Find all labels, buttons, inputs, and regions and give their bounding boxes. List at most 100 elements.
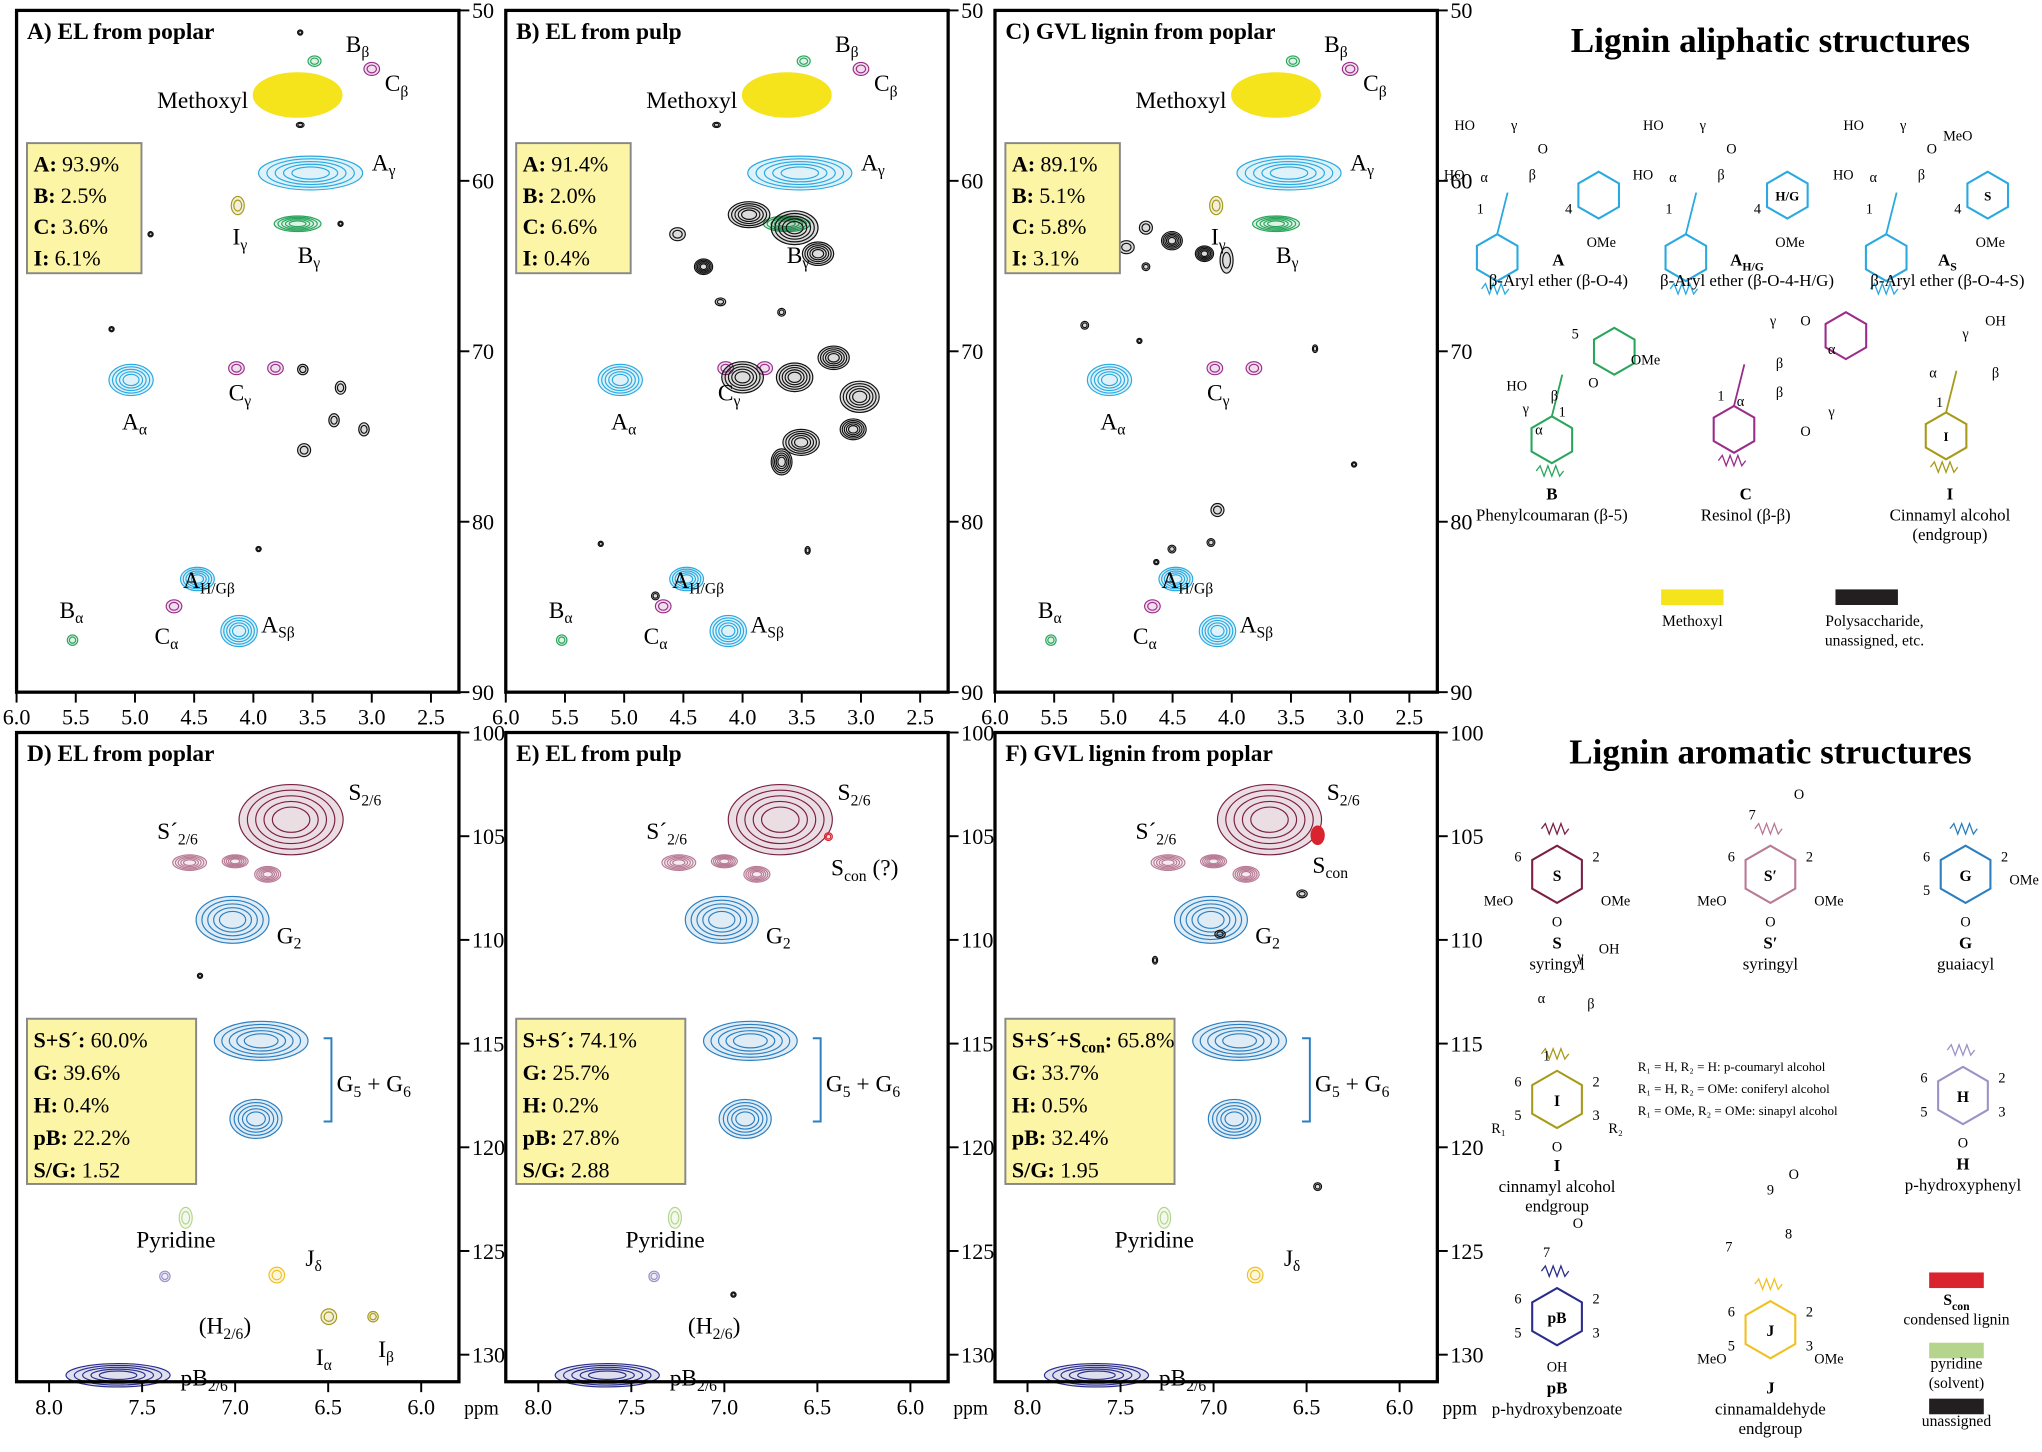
atom-label: HO xyxy=(1444,168,1465,184)
atom-label: 6 xyxy=(1514,1292,1521,1308)
composition-box xyxy=(26,142,143,275)
contour xyxy=(1162,232,1182,249)
x-unit: ppm xyxy=(953,1398,988,1419)
peak-label: Methoxyl xyxy=(646,88,738,114)
contour xyxy=(719,858,730,865)
atom-label: 3 xyxy=(1806,1339,1813,1355)
contour xyxy=(1240,870,1252,878)
legend-label: pyridine xyxy=(1930,1356,1982,1373)
contour xyxy=(670,1210,680,1225)
x-tick-label: 4.0 xyxy=(1218,705,1246,730)
atom-label: β xyxy=(1587,996,1594,1012)
x-tick-label: 6.5 xyxy=(314,1394,342,1419)
contour xyxy=(1121,242,1132,252)
contour xyxy=(727,366,758,389)
contour xyxy=(277,216,318,231)
composition-line: B: 2.5% xyxy=(33,183,106,208)
contour xyxy=(702,1020,798,1061)
peak-label: G5 + G6 xyxy=(1315,1072,1390,1101)
subscript: 5 xyxy=(1332,1084,1340,1101)
structure-name: Resinol (β-β) xyxy=(1701,505,1791,524)
atom-label: MeO xyxy=(1943,129,1972,145)
contour xyxy=(252,72,343,118)
contour xyxy=(223,617,255,645)
ring xyxy=(1475,232,1519,283)
structure-label: AH/G xyxy=(1730,250,1764,273)
text-part: J xyxy=(1284,1246,1293,1272)
x-tick-label: 6.0 xyxy=(1386,1394,1414,1419)
atom-label: γ xyxy=(1899,118,1906,134)
contour xyxy=(1341,61,1359,77)
contour xyxy=(1249,1269,1261,1281)
text-part: pB: xyxy=(523,1125,557,1150)
composition-line: pB: 27.8% xyxy=(523,1125,620,1150)
atom-label: 4 xyxy=(1754,201,1761,217)
atom-label: HO xyxy=(1633,168,1654,184)
contour xyxy=(230,195,245,216)
ring xyxy=(1531,844,1583,905)
composition-line: pB: 32.4% xyxy=(1012,1125,1109,1150)
contour xyxy=(749,869,765,879)
peak-label: S´2/6 xyxy=(646,819,687,848)
peak-label: Cα xyxy=(644,624,668,653)
contour xyxy=(747,155,853,191)
contour xyxy=(657,601,669,611)
contour xyxy=(1097,371,1122,389)
peak-label: pB2/6 xyxy=(1159,1366,1206,1395)
atom-label: 4 xyxy=(1954,201,1961,217)
contour xyxy=(735,1111,756,1127)
text-part: A: xyxy=(33,152,56,177)
y-tick-label: 100 xyxy=(961,720,994,745)
contour xyxy=(1199,249,1210,259)
y-tick-label: 60 xyxy=(1450,169,1472,194)
text-part: I: xyxy=(33,245,49,270)
text-part: B: xyxy=(33,183,55,208)
text-part: B xyxy=(1324,32,1340,58)
contour xyxy=(781,218,808,238)
peak-label: Aγ xyxy=(1350,150,1374,179)
subscript: α xyxy=(75,610,83,627)
contour xyxy=(231,363,242,373)
x-tick-label: 4.5 xyxy=(1159,705,1187,730)
contour xyxy=(1047,636,1055,644)
peak-label: Bα xyxy=(60,598,84,627)
contour xyxy=(336,383,345,393)
contour xyxy=(604,368,636,392)
subscript: α xyxy=(324,1357,332,1374)
contour xyxy=(68,636,77,644)
bond xyxy=(1733,364,1746,407)
atom-label: MeO xyxy=(1697,1352,1726,1368)
atom-label: α xyxy=(1737,394,1745,410)
contour xyxy=(710,1023,791,1058)
text-part: Methoxyl xyxy=(1135,88,1227,114)
text-part: S/G: xyxy=(1012,1157,1055,1182)
atom-label: γ xyxy=(1827,404,1834,420)
subscript: S xyxy=(1950,261,1957,274)
contour xyxy=(255,795,328,845)
subscript: 2/6 xyxy=(697,1378,717,1395)
subscript: 2/6 xyxy=(1340,792,1360,809)
atom-label: OMe xyxy=(1631,352,1660,368)
contour xyxy=(731,203,768,227)
peak-label: Methoxyl xyxy=(1135,88,1227,114)
subscript: γ xyxy=(1222,393,1230,410)
contour xyxy=(1233,795,1306,845)
legend-label: (solvent) xyxy=(1929,1375,1985,1392)
contour xyxy=(1212,505,1222,515)
contour xyxy=(1211,1101,1257,1136)
contour xyxy=(756,361,774,376)
composition-value: 22.2% xyxy=(73,1125,130,1150)
contour xyxy=(1159,1210,1169,1225)
text-part: C xyxy=(154,624,170,650)
atom-label: 2 xyxy=(1592,1292,1599,1308)
contour xyxy=(773,452,790,472)
peak-label: S´2/6 xyxy=(1135,819,1176,848)
structure-label: S xyxy=(1552,933,1561,952)
contour xyxy=(1208,858,1219,865)
atom-label: 2 xyxy=(1806,849,1813,865)
subscript: α xyxy=(1054,610,1062,627)
contour xyxy=(1167,236,1177,245)
text-part: A xyxy=(1162,568,1179,594)
contour xyxy=(233,199,243,212)
contour xyxy=(1234,867,1258,882)
